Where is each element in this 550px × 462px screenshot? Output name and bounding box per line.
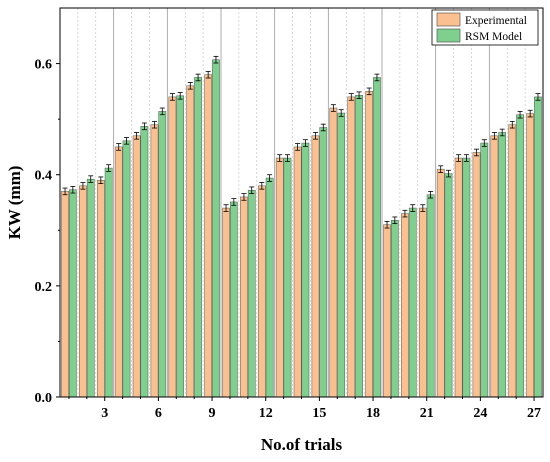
bar-experimental: [329, 107, 338, 398]
bar-experimental: [257, 185, 266, 398]
legend-label-experimental: Experimental: [465, 15, 527, 27]
bar-rsm-model: [480, 142, 489, 398]
x-tick-label: 12: [259, 406, 273, 421]
bar-rsm-model: [426, 194, 435, 398]
bar-rsm-model: [319, 127, 328, 398]
x-axis: 3 6 9 12 15 18 21 24 27: [68, 397, 541, 421]
bar-experimental: [472, 152, 481, 398]
bar-rsm-model: [122, 140, 131, 398]
bar-rsm-model: [301, 142, 310, 398]
bar-rsm-model: [337, 112, 346, 398]
legend-swatch-experimental: [436, 12, 461, 27]
bar-rsm-model: [158, 111, 167, 398]
y-axis-title: KW (mm): [5, 166, 24, 240]
bar-rsm-model: [140, 126, 149, 398]
x-tick-label: 9: [209, 406, 216, 421]
legend-label-rsm-model: RSM Model: [465, 31, 522, 43]
bar-experimental: [204, 74, 213, 398]
bar-experimental: [240, 196, 248, 398]
y-tick-label: 0.2: [35, 280, 53, 295]
bar-rsm-model: [408, 207, 417, 398]
bar-rsm-model: [390, 220, 399, 398]
bar-experimental: [436, 168, 445, 398]
bar-rsm-model: [176, 95, 185, 398]
bar-experimental: [347, 96, 356, 398]
bar-experimental: [61, 191, 69, 398]
y-tick-label: 0.0: [35, 391, 53, 406]
bar-rsm-model: [355, 94, 363, 398]
y-tick-label: 0.6: [35, 58, 53, 73]
x-tick-label: 15: [312, 406, 326, 421]
bar-series: [61, 59, 542, 398]
bar-experimental: [79, 185, 87, 398]
bar-experimental: [418, 207, 427, 398]
x-tick-label: 6: [155, 406, 162, 421]
bar-experimental: [275, 157, 284, 398]
bar-experimental: [508, 124, 517, 398]
legend-swatch-rsm-model: [436, 28, 461, 43]
bar-rsm-model: [444, 173, 453, 398]
bar-rsm-model: [283, 157, 292, 398]
bar-experimental: [222, 207, 230, 398]
x-tick-label: 21: [420, 406, 434, 421]
x-axis-title: No.of trials: [261, 435, 343, 454]
bar-rsm-model: [516, 114, 524, 398]
bar-experimental: [401, 213, 409, 398]
bar-rsm-model: [229, 201, 238, 398]
y-tick-label: 0.4: [35, 169, 53, 184]
bar-rsm-model: [247, 190, 256, 398]
bar-rsm-model: [498, 132, 507, 398]
bar-experimental: [311, 135, 320, 398]
bar-experimental: [132, 135, 141, 398]
bar-rsm-model: [265, 177, 274, 398]
bar-experimental: [114, 146, 123, 398]
bar-experimental: [454, 157, 463, 398]
bar-rsm-model: [462, 157, 471, 398]
bar-rsm-model: [373, 77, 381, 398]
bar-experimental: [150, 124, 159, 398]
error-bars: [62, 55, 541, 229]
bar-experimental: [383, 224, 391, 398]
bar-rsm-model: [68, 189, 77, 398]
trial-dividers: [77, 8, 526, 397]
bar-experimental: [526, 113, 535, 398]
bar-rsm-model: [212, 59, 220, 398]
x-tick-label: 27: [527, 406, 541, 421]
bar-experimental: [96, 180, 105, 398]
bar-rsm-model: [86, 178, 95, 398]
bar-experimental: [168, 96, 177, 398]
y-axis: 0.0 0.2 0.4 0.6: [35, 58, 60, 406]
bar-experimental: [490, 135, 499, 398]
bar-experimental: [186, 85, 195, 398]
bar-rsm-model: [104, 167, 113, 398]
bar-rsm-model: [194, 77, 202, 398]
x-tick-label: 18: [366, 406, 380, 421]
legend: Experimental RSM Model: [431, 9, 539, 46]
bar-rsm-model: [534, 96, 542, 398]
x-tick-label: 3: [101, 406, 108, 421]
x-tick-label: 24: [473, 406, 487, 421]
bar-experimental: [293, 146, 302, 398]
bar-experimental: [365, 91, 374, 398]
